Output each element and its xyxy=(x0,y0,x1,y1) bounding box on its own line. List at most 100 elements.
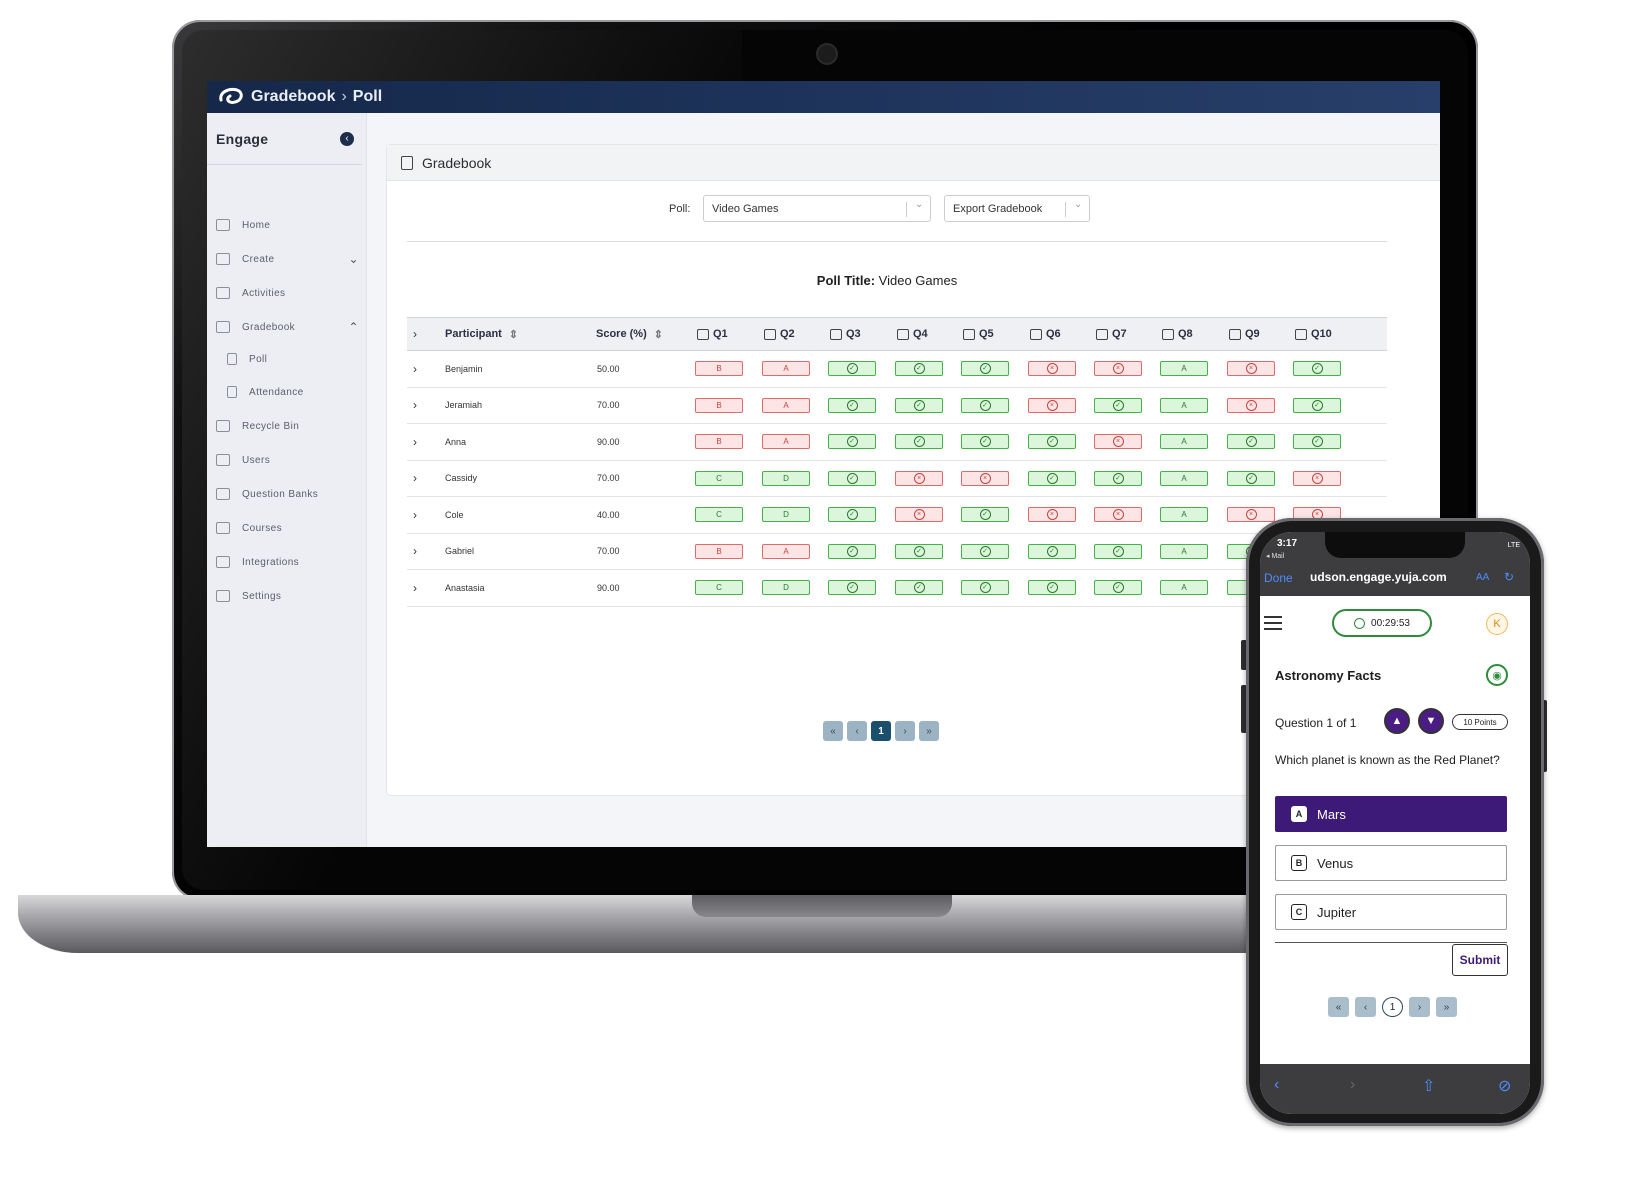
expand-all-icon[interactable]: › xyxy=(413,327,417,341)
back-to-mail-link[interactable]: ◂ Mail xyxy=(1266,553,1285,560)
answer-option-a[interactable]: A Mars xyxy=(1275,796,1507,832)
correct-answer-badge[interactable]: ✓ xyxy=(895,434,943,449)
poll-select[interactable]: Video Games ⌄ xyxy=(703,195,931,222)
chevron-up-icon[interactable]: ⌃ xyxy=(348,320,359,334)
correct-answer-badge[interactable]: ✓ xyxy=(1227,434,1275,449)
sidebar-item-settings[interactable]: Settings xyxy=(207,584,367,608)
correct-answer-badge[interactable]: A xyxy=(1160,580,1208,595)
expand-row-icon[interactable]: › xyxy=(413,580,417,595)
correct-answer-badge[interactable]: A xyxy=(1160,434,1208,449)
incorrect-answer-badge[interactable]: × xyxy=(1227,361,1275,376)
reload-icon[interactable]: ↻ xyxy=(1504,570,1515,584)
question-header-q2[interactable]: Q2 xyxy=(764,318,795,350)
correct-answer-badge[interactable]: ✓ xyxy=(1094,543,1142,559)
sidebar-item-create[interactable]: Create ⌄ xyxy=(207,247,367,271)
incorrect-answer-badge[interactable]: × xyxy=(1094,507,1142,522)
sidebar-item-integrations[interactable]: Integrations xyxy=(207,550,367,574)
chevron-down-icon[interactable]: ⌄ xyxy=(1074,199,1083,210)
question-header-q5[interactable]: Q5 xyxy=(963,318,994,350)
correct-answer-badge[interactable]: ✓ xyxy=(828,361,876,376)
incorrect-answer-badge[interactable]: × xyxy=(895,507,943,522)
correct-answer-badge[interactable]: ✓ xyxy=(828,434,876,449)
share-icon[interactable]: ⇧ xyxy=(1422,1078,1436,1095)
incorrect-answer-badge[interactable]: B xyxy=(695,361,743,376)
correct-answer-badge[interactable]: C xyxy=(695,470,743,486)
incorrect-answer-badge[interactable]: × xyxy=(1227,397,1275,413)
table-row[interactable]: › Benjamin 50.00 B A ✓ ✓ ✓ × × A × ✓ xyxy=(407,351,1387,388)
question-1-button[interactable]: 1 xyxy=(1382,997,1403,1017)
correct-answer-badge[interactable]: ✓ xyxy=(1028,580,1076,595)
table-row[interactable]: › Anna 90.00 B A ✓ ✓ ✓ ✓ × A ✓ ✓ xyxy=(407,424,1387,461)
last-question-button[interactable]: » xyxy=(1436,997,1457,1017)
table-row[interactable]: › Cole 40.00 C D ✓ × ✓ × × A × × xyxy=(407,497,1387,534)
incorrect-answer-badge[interactable]: × xyxy=(961,470,1009,486)
submit-button[interactable]: Submit xyxy=(1452,944,1508,976)
hamburger-menu-icon[interactable] xyxy=(1264,616,1282,630)
question-header-q7[interactable]: Q7 xyxy=(1096,318,1127,350)
score-header[interactable]: Score (%) ⇕ xyxy=(596,318,663,350)
incorrect-answer-badge[interactable]: × xyxy=(895,470,943,486)
thumbs-down-icon[interactable]: ▼ xyxy=(1418,708,1444,734)
question-header-q3[interactable]: Q3 xyxy=(830,318,861,350)
correct-answer-badge[interactable]: ✓ xyxy=(961,580,1009,595)
sidebar-item-users[interactable]: Users xyxy=(207,448,367,472)
correct-answer-badge[interactable]: D xyxy=(762,470,810,486)
incorrect-answer-badge[interactable]: A xyxy=(762,361,810,376)
correct-answer-badge[interactable]: ✓ xyxy=(961,543,1009,559)
question-header-q8[interactable]: Q8 xyxy=(1162,318,1193,350)
incorrect-answer-badge[interactable]: × xyxy=(1094,361,1142,376)
question-header-q10[interactable]: Q10 xyxy=(1295,318,1332,350)
correct-answer-badge[interactable]: ✓ xyxy=(828,470,876,486)
incorrect-answer-badge[interactable]: A xyxy=(762,543,810,559)
correct-answer-badge[interactable]: ✓ xyxy=(1028,543,1076,559)
question-header-q4[interactable]: Q4 xyxy=(897,318,928,350)
prev-page-button[interactable]: ‹ xyxy=(847,721,867,741)
browser-forward-icon[interactable]: › xyxy=(1350,1076,1356,1093)
avatar[interactable]: K xyxy=(1486,613,1508,635)
correct-answer-badge[interactable]: A xyxy=(1160,543,1208,559)
incorrect-answer-badge[interactable]: B xyxy=(695,397,743,413)
breadcrumb-gradebook[interactable]: Gradebook xyxy=(251,88,336,105)
last-page-button[interactable]: » xyxy=(919,721,939,741)
correct-answer-badge[interactable]: ✓ xyxy=(1094,397,1142,413)
incorrect-answer-badge[interactable]: × xyxy=(1094,434,1142,449)
sidebar-item-attendance[interactable]: Attendance xyxy=(207,380,367,404)
yuja-logo-icon[interactable] xyxy=(217,86,245,108)
correct-answer-badge[interactable]: ✓ xyxy=(961,361,1009,376)
first-page-button[interactable]: « xyxy=(823,721,843,741)
correct-answer-badge[interactable]: ✓ xyxy=(895,543,943,559)
question-header-q6[interactable]: Q6 xyxy=(1030,318,1061,350)
table-row[interactable]: › Cassidy 70.00 C D ✓ × × ✓ ✓ A ✓ × xyxy=(407,460,1387,497)
correct-answer-badge[interactable]: ✓ xyxy=(828,397,876,413)
sidebar-item-gradebook[interactable]: Gradebook ⌃ xyxy=(207,315,367,339)
correct-answer-badge[interactable]: ✓ xyxy=(1293,434,1341,449)
table-row[interactable]: › Jeramiah 70.00 B A ✓ ✓ ✓ × ✓ A × ✓ xyxy=(407,387,1387,424)
answer-option-b[interactable]: B Venus xyxy=(1275,845,1507,881)
expand-row-icon[interactable]: › xyxy=(413,398,417,413)
correct-answer-badge[interactable]: A xyxy=(1160,361,1208,376)
chevron-down-icon[interactable]: ⌄ xyxy=(348,252,359,266)
answer-option-c[interactable]: C Jupiter xyxy=(1275,894,1507,930)
correct-answer-badge[interactable]: ✓ xyxy=(828,580,876,595)
prev-question-button[interactable]: ‹ xyxy=(1355,997,1376,1017)
sidebar-item-question-banks[interactable]: Question Banks xyxy=(207,482,367,506)
question-header-q1[interactable]: Q1 xyxy=(697,318,728,350)
correct-answer-badge[interactable]: ✓ xyxy=(1094,470,1142,486)
done-button[interactable]: Done xyxy=(1264,571,1293,585)
correct-answer-badge[interactable]: ✓ xyxy=(1094,580,1142,595)
correct-answer-badge[interactable]: ✓ xyxy=(1028,434,1076,449)
text-size-button[interactable]: AA xyxy=(1476,572,1490,583)
correct-answer-badge[interactable]: ✓ xyxy=(961,397,1009,413)
correct-answer-badge[interactable]: D xyxy=(762,507,810,522)
correct-answer-badge[interactable]: ✓ xyxy=(895,361,943,376)
chevron-down-icon[interactable]: ⌄ xyxy=(915,199,924,210)
correct-answer-badge[interactable]: A xyxy=(1160,397,1208,413)
correct-answer-badge[interactable]: A xyxy=(1160,507,1208,522)
next-page-button[interactable]: › xyxy=(895,721,915,741)
sort-icon[interactable]: ⇕ xyxy=(653,328,663,341)
page-1-button[interactable]: 1 xyxy=(871,721,891,741)
next-question-button[interactable]: › xyxy=(1409,997,1430,1017)
export-gradebook-select[interactable]: Export Gradebook ⌄ xyxy=(944,195,1090,222)
incorrect-answer-badge[interactable]: A xyxy=(762,397,810,413)
